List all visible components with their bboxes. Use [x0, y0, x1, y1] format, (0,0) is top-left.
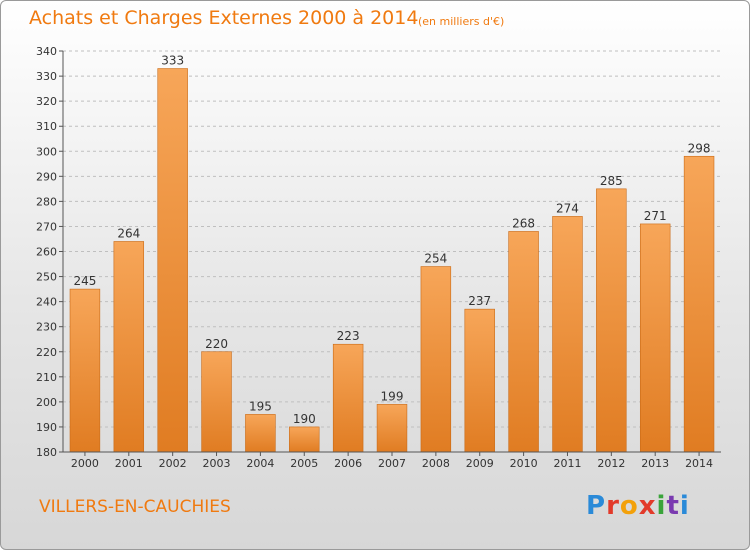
value-label-2010: 268 [512, 216, 535, 230]
chart-subtitle: (en milliers d'€) [418, 15, 505, 28]
value-label-2013: 271 [644, 209, 667, 223]
x-tick-label-2007: 2007 [378, 457, 406, 470]
bar-2012 [596, 188, 627, 453]
y-tick-label: 230 [36, 321, 57, 334]
y-tick-label: 320 [36, 95, 57, 108]
value-label-2000: 245 [73, 274, 96, 288]
x-tick-label-2008: 2008 [422, 457, 450, 470]
bar-2001 [113, 241, 145, 453]
bar-2011 [552, 216, 583, 453]
value-label-2003: 220 [205, 337, 228, 351]
bar-2000 [69, 288, 101, 453]
x-tick-label-2010: 2010 [510, 457, 538, 470]
x-tick-label-2005: 2005 [290, 457, 318, 470]
value-label-2004: 195 [249, 399, 272, 413]
bar-2007 [376, 404, 408, 453]
x-tick-label-2004: 2004 [246, 457, 274, 470]
x-tick-label-2006: 2006 [334, 457, 362, 470]
bar-2003 [201, 351, 232, 453]
y-tick-label: 250 [36, 271, 57, 284]
x-tick-label-2001: 2001 [115, 457, 143, 470]
value-label-2005: 190 [293, 412, 316, 426]
y-tick-label: 270 [36, 220, 57, 233]
y-tick-label: 280 [36, 195, 57, 208]
bar-2014 [683, 155, 715, 453]
chart-title: Achats et Charges Externes 2000 à 2014 [29, 7, 419, 29]
x-tick-label-2003: 2003 [203, 457, 231, 470]
x-tick-label-2002: 2002 [159, 457, 187, 470]
bar-2006 [332, 343, 364, 453]
y-tick-label: 310 [36, 120, 57, 133]
y-tick-label: 200 [36, 396, 57, 409]
proxiti-logo: Proxiti [586, 491, 690, 521]
x-tick-label-2011: 2011 [553, 457, 581, 470]
bar-2013 [639, 223, 671, 453]
bar-2002 [157, 68, 188, 453]
y-tick-label: 330 [36, 70, 57, 83]
y-tick-label: 190 [36, 421, 57, 434]
y-tick-label: 260 [36, 246, 57, 259]
value-label-2011: 274 [556, 201, 579, 215]
x-tick-label-2013: 2013 [641, 457, 669, 470]
y-tick-label: 290 [36, 170, 57, 183]
commune-name: VILLERS-EN-CAUCHIES [39, 497, 231, 517]
bar-2008 [420, 266, 452, 453]
value-label-2007: 199 [381, 389, 404, 403]
y-tick-label: 300 [36, 145, 57, 158]
x-tick-label-2012: 2012 [597, 457, 625, 470]
y-tick-label: 340 [36, 45, 57, 58]
y-tick-label: 180 [36, 446, 57, 459]
value-label-2014: 298 [688, 141, 711, 155]
bar-2009 [464, 308, 495, 453]
bar-2005 [289, 426, 320, 453]
y-tick-label: 210 [36, 371, 57, 384]
bars [69, 68, 715, 453]
value-labels: 245 264 333 220 195 190 223 199 254 237 268 274 285 2… [73, 54, 710, 426]
value-label-2009: 237 [468, 294, 491, 308]
x-tick-label-2009: 2009 [466, 457, 494, 470]
x-axis-ticks: 2000 2001 2002 2003 2004 2005 2006 2007 2008 2009… [71, 452, 713, 470]
x-tick-label-2000: 2000 [71, 457, 99, 470]
y-axis-ticks: 180 190 200 210 220 230 240 250 260 270 280 290 300 3… [36, 45, 63, 459]
x-tick-label-2014: 2014 [685, 457, 713, 470]
bar-2010 [508, 231, 539, 453]
value-label-2006: 223 [337, 329, 360, 343]
value-label-2001: 264 [117, 226, 140, 240]
value-label-2012: 285 [600, 174, 623, 188]
y-tick-label: 240 [36, 296, 57, 309]
bar-2004 [245, 414, 276, 453]
y-tick-label: 220 [36, 346, 57, 359]
value-label-2008: 254 [424, 252, 447, 266]
value-label-2002: 333 [161, 54, 184, 68]
